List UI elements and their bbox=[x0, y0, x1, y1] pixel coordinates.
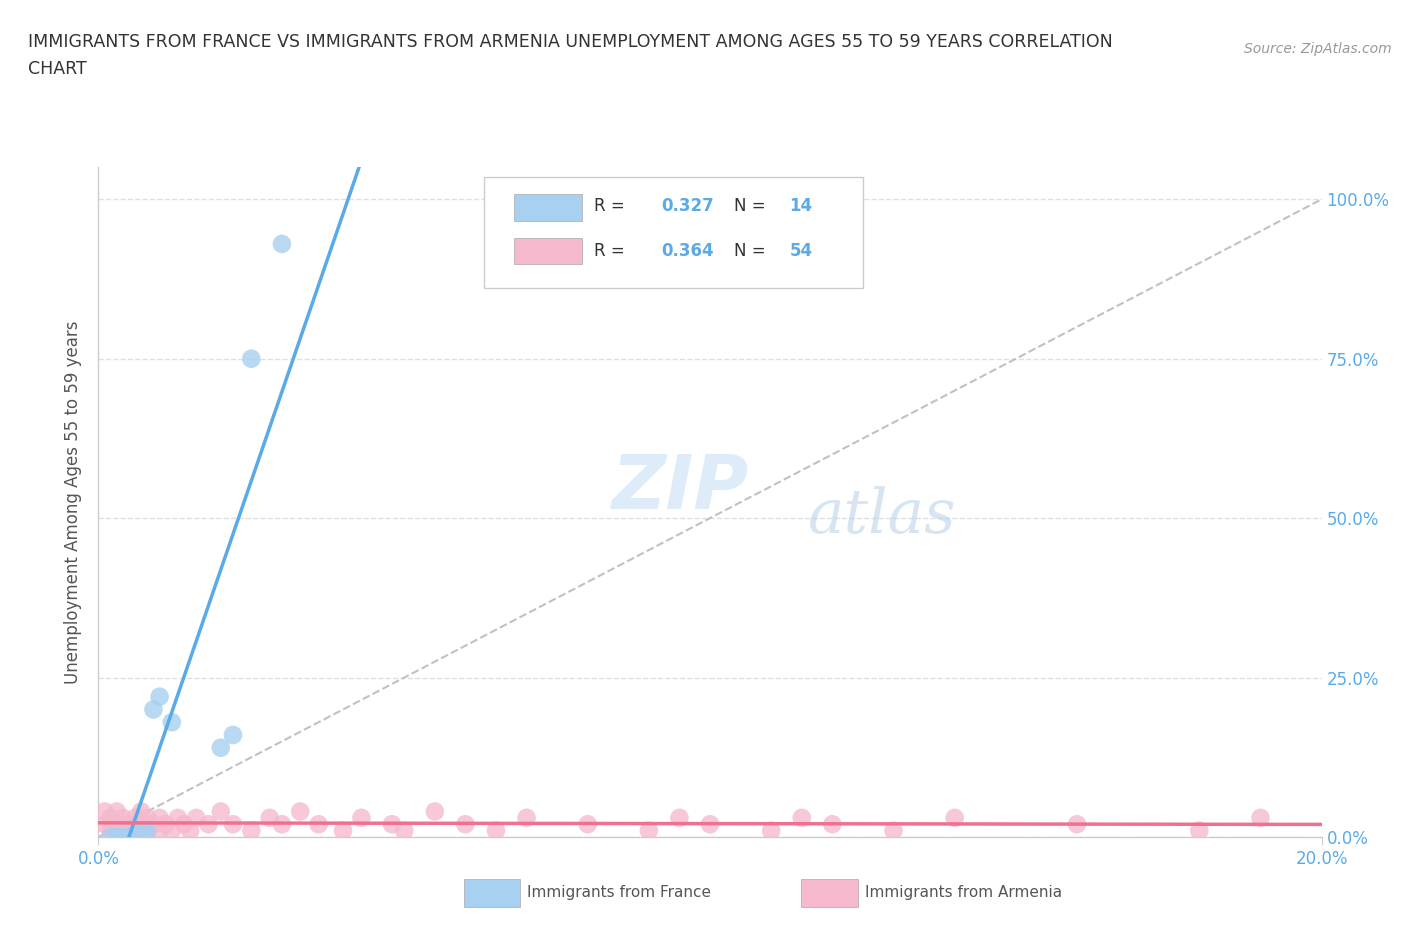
Point bbox=[186, 810, 208, 825]
Point bbox=[240, 352, 263, 366]
Point bbox=[270, 817, 292, 831]
Point bbox=[668, 810, 690, 825]
Point bbox=[423, 804, 446, 819]
Point bbox=[142, 702, 165, 717]
Bar bbox=[515, 238, 582, 264]
Point bbox=[100, 823, 122, 838]
Point bbox=[118, 830, 141, 844]
Text: CHART: CHART bbox=[28, 60, 87, 78]
Text: 54: 54 bbox=[790, 242, 813, 260]
Point bbox=[454, 817, 477, 831]
Text: atlas: atlas bbox=[808, 485, 956, 546]
Point bbox=[111, 830, 134, 844]
Point bbox=[576, 817, 599, 831]
Point bbox=[485, 823, 508, 838]
Point bbox=[222, 817, 245, 831]
Point bbox=[149, 810, 172, 825]
Point bbox=[129, 823, 152, 838]
Point bbox=[105, 830, 128, 844]
Point bbox=[105, 817, 128, 831]
Text: R =: R = bbox=[593, 242, 630, 260]
Point bbox=[136, 810, 159, 825]
Point bbox=[290, 804, 312, 819]
Point bbox=[160, 823, 183, 838]
Point bbox=[129, 804, 152, 819]
Point bbox=[821, 817, 844, 831]
Point bbox=[759, 823, 782, 838]
Point bbox=[883, 823, 905, 838]
Point bbox=[118, 823, 141, 838]
Point bbox=[308, 817, 330, 831]
Point bbox=[381, 817, 404, 831]
Point bbox=[699, 817, 721, 831]
Point bbox=[105, 823, 128, 838]
Point bbox=[155, 817, 177, 831]
Point bbox=[105, 804, 128, 819]
Point bbox=[1066, 817, 1088, 831]
Point bbox=[209, 804, 232, 819]
Point bbox=[124, 830, 146, 844]
Point bbox=[222, 727, 245, 742]
Point bbox=[129, 817, 152, 831]
Text: 0.327: 0.327 bbox=[661, 197, 714, 215]
Point bbox=[160, 715, 183, 730]
Y-axis label: Unemployment Among Ages 55 to 59 years: Unemployment Among Ages 55 to 59 years bbox=[65, 321, 83, 684]
Point bbox=[149, 823, 172, 838]
Text: N =: N = bbox=[734, 242, 772, 260]
Point bbox=[332, 823, 354, 838]
Point bbox=[259, 810, 281, 825]
Point bbox=[136, 823, 159, 838]
Text: Immigrants from France: Immigrants from France bbox=[527, 885, 711, 900]
Point bbox=[111, 810, 134, 825]
Point bbox=[637, 823, 661, 838]
Point bbox=[1188, 823, 1211, 838]
Point bbox=[173, 817, 195, 831]
Point bbox=[149, 689, 172, 704]
Point bbox=[392, 823, 416, 838]
Point bbox=[167, 810, 190, 825]
Point bbox=[124, 823, 146, 838]
Point bbox=[118, 817, 141, 831]
FancyBboxPatch shape bbox=[484, 178, 863, 288]
Point bbox=[100, 810, 122, 825]
Point bbox=[790, 810, 813, 825]
Text: ZIP: ZIP bbox=[612, 452, 749, 525]
Text: 0.364: 0.364 bbox=[661, 242, 714, 260]
Point bbox=[124, 810, 146, 825]
Point bbox=[1249, 810, 1271, 825]
Point bbox=[100, 830, 122, 844]
Text: Immigrants from Armenia: Immigrants from Armenia bbox=[865, 885, 1062, 900]
Point bbox=[240, 823, 263, 838]
Point bbox=[93, 817, 115, 831]
Point bbox=[142, 817, 165, 831]
Text: N =: N = bbox=[734, 197, 772, 215]
Text: Source: ZipAtlas.com: Source: ZipAtlas.com bbox=[1244, 42, 1392, 56]
Point bbox=[270, 236, 292, 251]
Point bbox=[943, 810, 966, 825]
Point bbox=[179, 823, 201, 838]
Point bbox=[516, 810, 538, 825]
Point bbox=[93, 804, 115, 819]
Text: 14: 14 bbox=[790, 197, 813, 215]
Bar bbox=[515, 194, 582, 221]
Point bbox=[209, 740, 232, 755]
Point bbox=[197, 817, 219, 831]
Text: R =: R = bbox=[593, 197, 630, 215]
Text: IMMIGRANTS FROM FRANCE VS IMMIGRANTS FROM ARMENIA UNEMPLOYMENT AMONG AGES 55 TO : IMMIGRANTS FROM FRANCE VS IMMIGRANTS FRO… bbox=[28, 33, 1114, 50]
Point bbox=[136, 823, 159, 838]
Point bbox=[111, 823, 134, 838]
Point bbox=[350, 810, 373, 825]
